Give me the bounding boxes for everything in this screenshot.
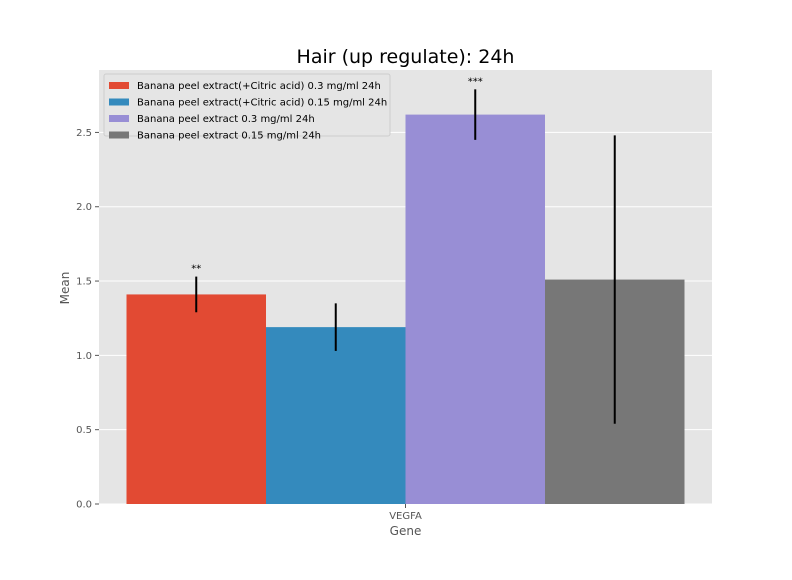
bar xyxy=(405,114,545,504)
legend-label: Banana peel extract(+Citric acid) 0.3 mg… xyxy=(137,81,381,92)
legend-box xyxy=(103,73,391,137)
legend-swatch xyxy=(109,131,129,139)
y-tick-label: 1.5 xyxy=(76,277,92,288)
error-bars xyxy=(195,89,616,424)
y-tick-label: 1.0 xyxy=(76,351,92,362)
legend-swatch xyxy=(109,98,129,106)
legend-swatch xyxy=(109,115,129,122)
significance-annotations: ***** xyxy=(191,76,483,274)
significance-label: ** xyxy=(191,264,201,275)
legend-swatch xyxy=(109,82,129,89)
y-axis: 0.0 0.5 1.0 1.5 2.0 2.5 xyxy=(76,128,99,511)
significance-label: *** xyxy=(468,76,483,87)
legend-label: Banana peel extract 0.3 mg/ml 24h xyxy=(137,114,315,125)
y-tick-label: 2.5 xyxy=(76,128,92,139)
bars xyxy=(126,114,685,504)
y-tick-label: 2.0 xyxy=(76,202,92,213)
bar xyxy=(126,294,266,504)
y-axis-label: Mean xyxy=(58,272,72,305)
legend-label: Banana peel extract 0.15 mg/ml 24h xyxy=(137,131,321,142)
legend-label: Banana peel extract(+Citric acid) 0.15 m… xyxy=(137,98,387,109)
legend: Banana peel extract(+Citric acid) 0.3 mg… xyxy=(103,73,391,142)
y-tick-label: 0.5 xyxy=(76,425,92,436)
x-tick-label: VEGFA xyxy=(389,511,422,522)
y-tick-label: 0.0 xyxy=(76,500,92,511)
x-axis-label: Gene xyxy=(390,524,422,538)
x-axis: VEGFA xyxy=(389,504,422,522)
bar xyxy=(266,327,406,504)
chart-title: Hair (up regulate): 24h xyxy=(297,46,515,68)
